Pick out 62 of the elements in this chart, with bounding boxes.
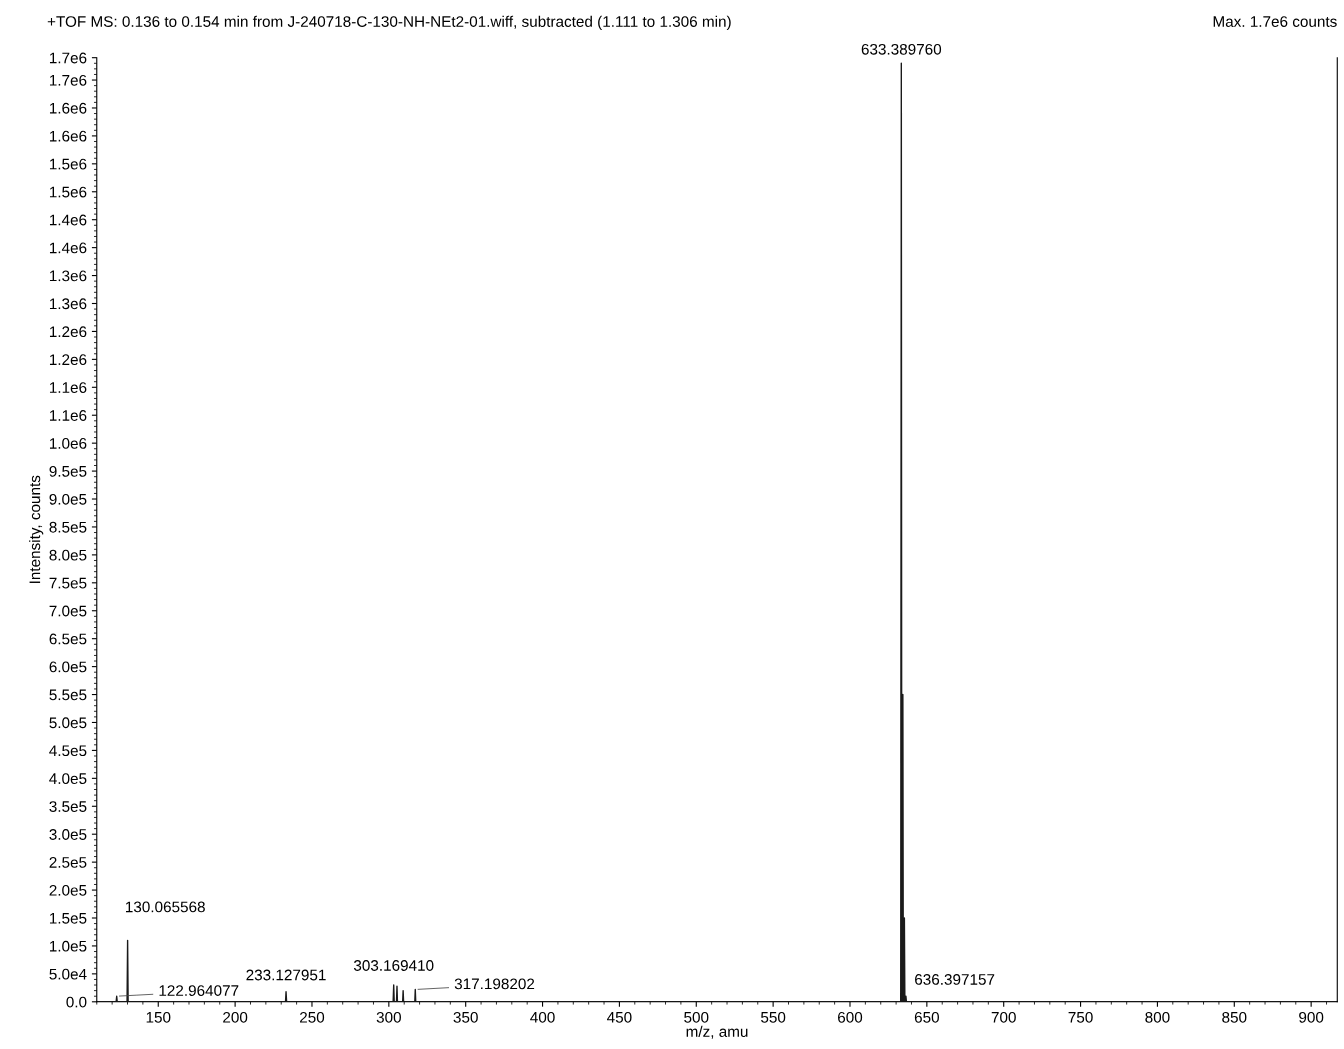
- y-tick-label: 4.5e5: [49, 745, 87, 757]
- y-tick-label: 7.0e5: [49, 605, 87, 617]
- y-tick-label: 5.0e4: [49, 968, 87, 980]
- annotation: 233.127951: [246, 969, 326, 981]
- x-tick-label: 450: [607, 1011, 632, 1023]
- annotation: 317.198202: [454, 978, 535, 990]
- y-tick-label: 1.1e6: [49, 382, 87, 393]
- y-tick-label: 1.4e6: [49, 214, 87, 226]
- y-tick-label: 5.0e5: [49, 717, 87, 729]
- x-tick-label: 600: [838, 1011, 863, 1023]
- x-tick-label: 550: [761, 1011, 786, 1023]
- y-tick-label: 1.5e5: [49, 913, 87, 924]
- y-tick-label: 8.0e5: [49, 549, 87, 561]
- y-tick-label: 4.0e5: [49, 773, 87, 785]
- y-tick-label: 9.5e5: [49, 465, 87, 477]
- y-tick-label: 3.0e5: [49, 829, 87, 840]
- y-tick-label: 1.4e6: [49, 242, 87, 254]
- y-tick-label: 1.5e6: [49, 186, 87, 198]
- y-tick-label: 1.7e6: [49, 52, 87, 64]
- y-tick-label: 6.0e5: [49, 661, 87, 673]
- y-tick-label: 1.2e6: [49, 326, 87, 338]
- y-tick-label: 1.0e5: [49, 940, 87, 952]
- y-tick-label: 0.0: [66, 996, 87, 1008]
- x-tick-label: 750: [1068, 1011, 1093, 1023]
- x-axis-title: m/z, amu: [686, 1025, 748, 1039]
- x-tick-label: 500: [684, 1011, 709, 1023]
- y-tick-label: 1.7e6: [49, 74, 87, 86]
- annotation: 122.964077: [159, 985, 239, 996]
- text: Max. 1.7e6 counts: [1213, 16, 1337, 27]
- annotation: 633.389760: [861, 43, 942, 55]
- y-tick-label: 1.0e6: [49, 438, 87, 449]
- y-tick-label: 1.1e6: [49, 410, 87, 421]
- y-tick-label: 1.6e6: [49, 102, 87, 114]
- x-tick-label: 800: [1145, 1011, 1170, 1023]
- y-axis-title: Intensity, counts: [29, 475, 44, 583]
- y-tick-label: 2.0e5: [49, 884, 87, 896]
- x-tick-label: 700: [991, 1011, 1016, 1023]
- y-tick-label: 9.0e5: [49, 493, 87, 505]
- y-tick-label: 5.5e5: [49, 689, 87, 701]
- y-tick-label: 6.5e5: [49, 633, 87, 645]
- annotation: 130.065568: [126, 901, 205, 913]
- x-tick-label: 850: [1222, 1011, 1247, 1023]
- x-tick-label: 300: [376, 1011, 401, 1023]
- y-tick-label: 1.5e6: [49, 158, 87, 170]
- y-tick-label: 3.5e5: [49, 801, 87, 812]
- x-tick-label: 900: [1299, 1011, 1324, 1023]
- y-tick-label: 2.5e5: [49, 857, 87, 868]
- x-tick-label: 650: [914, 1011, 939, 1023]
- y-tick-label: 1.3e6: [49, 298, 87, 310]
- x-tick-label: 400: [530, 1011, 555, 1023]
- x-tick-label: 350: [453, 1011, 478, 1023]
- y-tick-label: 1.2e6: [49, 354, 87, 366]
- annotation: 303.169410: [353, 960, 434, 971]
- y-tick-label: 1.3e6: [49, 270, 87, 282]
- chart-title: +TOF MS: 0.136 to 0.154 min from J-240718-C-130-NH-NEt2-01.wiff, subtracted (1.111 to 1.306 min): [47, 15, 731, 30]
- x-tick-label: 250: [300, 1011, 325, 1023]
- y-tick-label: 1.6e6: [49, 130, 87, 142]
- annotation: 636.397157: [915, 974, 995, 985]
- y-tick-label: 8.5e5: [49, 521, 87, 533]
- y-tick-label: 7.5e5: [49, 577, 87, 589]
- x-tick-label: 200: [223, 1011, 248, 1023]
- x-tick-label: 150: [146, 1011, 171, 1023]
